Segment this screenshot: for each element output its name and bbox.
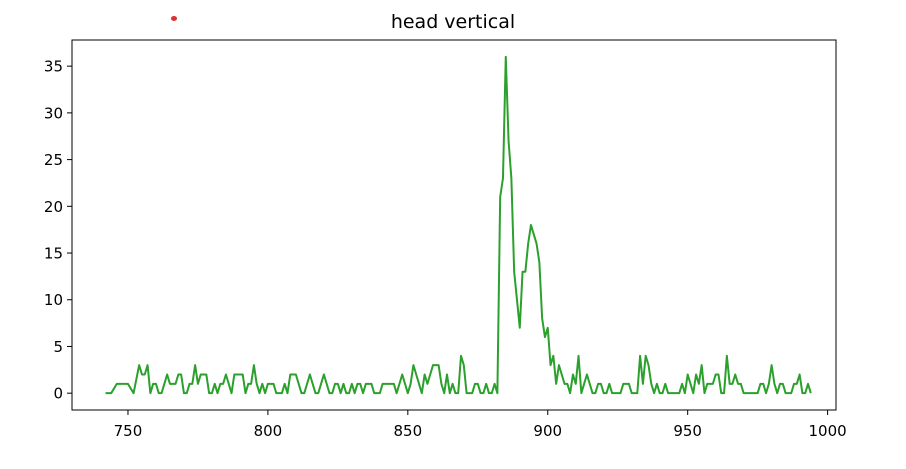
red-marker-dot	[171, 16, 177, 21]
y-tick-label: 0	[53, 385, 63, 403]
y-tick-label: 25	[44, 151, 63, 169]
y-tick-label: 10	[44, 291, 63, 309]
y-tick-label: 30	[44, 104, 63, 122]
x-tick-label: 750	[114, 422, 143, 440]
series-line-0	[105, 55, 812, 395]
x-tick-label: 1000	[809, 422, 847, 440]
x-tick-label: 900	[533, 422, 562, 440]
chart-title: head vertical	[390, 11, 516, 33]
x-tick-label: 800	[254, 422, 283, 440]
x-tick-label: 850	[394, 422, 423, 440]
x-tick-label: 950	[673, 422, 702, 440]
y-tick-label: 20	[44, 198, 63, 216]
y-tick-label: 5	[53, 338, 63, 356]
y-tick-label: 15	[44, 245, 63, 263]
plot-frame	[71, 39, 837, 411]
y-tick-label: 35	[44, 58, 63, 76]
